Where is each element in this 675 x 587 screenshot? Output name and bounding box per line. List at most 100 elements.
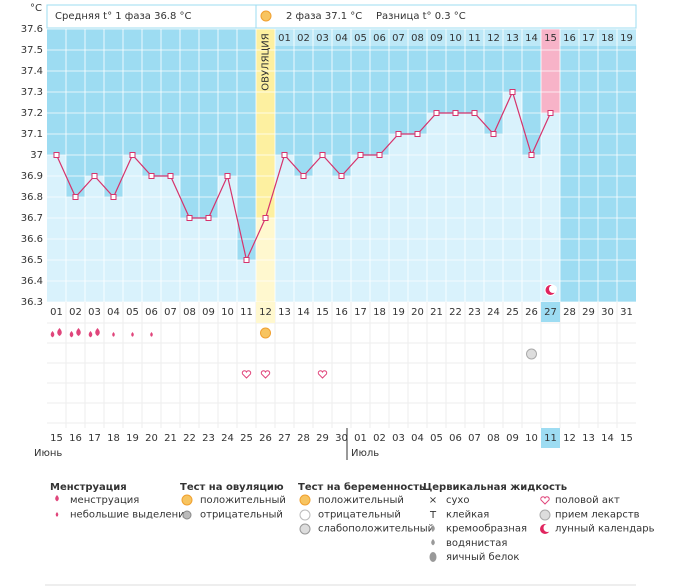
legend-item: сухо (446, 495, 469, 506)
temperature-point (300, 173, 307, 179)
drop-icon (431, 525, 435, 532)
date-label: 12 (563, 433, 576, 444)
date-label: 21 (164, 433, 177, 444)
y-tick-label: 36.3 (21, 297, 43, 308)
drop-icon (57, 328, 62, 336)
phase2-day: 13 (506, 33, 519, 44)
ovulation-label: ОВУЛЯЦИЯ (261, 33, 272, 91)
date-label: 18 (107, 433, 120, 444)
phase2-day: 19 (620, 33, 633, 44)
date-label: 20 (145, 433, 158, 444)
phase1-average: Средняя t° 1 фаза 36.8 °C (55, 11, 192, 22)
phase2-day: 10 (449, 33, 462, 44)
date-label: 27 (278, 433, 291, 444)
cycle-day: 22 (449, 307, 462, 318)
legend-item: прием лекарств (555, 509, 640, 520)
temperature-bar (351, 155, 370, 302)
phase2-day: 03 (316, 33, 329, 44)
cycle-day: 31 (620, 307, 633, 318)
header-box (46, 4, 637, 29)
cycle-day: 05 (126, 307, 139, 318)
month-label: Июнь (34, 448, 62, 459)
date-label: 13 (582, 433, 595, 444)
cycle-day: 03 (88, 307, 101, 318)
cycle-day: 30 (601, 307, 614, 318)
phase2-day: 02 (297, 33, 310, 44)
temperature-point (490, 131, 497, 137)
cycle-day: 17 (354, 307, 367, 318)
heart-icon (260, 370, 271, 379)
cycle-day: 10 (221, 307, 234, 318)
temperature-point (452, 110, 459, 116)
legend-item: небольшие выделения (70, 509, 191, 520)
legend-item: слабоположительный (318, 524, 434, 535)
neg-icon (299, 509, 311, 521)
date-label: 09 (506, 433, 519, 444)
egg-icon (429, 552, 437, 562)
moon-icon (543, 524, 552, 532)
heart-icon (540, 496, 550, 505)
date-label: 07 (468, 433, 481, 444)
phase2-day: 14 (525, 33, 538, 44)
cycle-day: 15 (316, 307, 329, 318)
y-tick-label: 37.4 (21, 66, 43, 77)
heart-icon (317, 370, 328, 379)
temperature-point (395, 131, 402, 137)
phase2-day: 15 (544, 33, 557, 44)
neg-icon (182, 510, 192, 520)
temperature-point (414, 131, 421, 137)
date-label: 17 (88, 433, 101, 444)
temperature-bar (446, 113, 465, 302)
cycle-day: 20 (411, 307, 424, 318)
temperature-point (376, 152, 383, 158)
legend-item: водянистая (446, 538, 507, 549)
phase2-day: 06 (373, 33, 386, 44)
temperature-point (129, 152, 136, 158)
temperature-bar (123, 155, 142, 302)
date-label: 16 (69, 433, 82, 444)
cycle-day: 18 (373, 307, 386, 318)
legend-title: Тест на беременность (298, 481, 425, 493)
temperature-bar (313, 155, 332, 302)
date-label: 24 (221, 433, 234, 444)
legend-title: Менструация (50, 482, 127, 493)
temperature-point (167, 173, 174, 179)
cycle-day: 16 (335, 307, 348, 318)
sticky-icon: Τ (429, 510, 437, 521)
temperature-bar (522, 155, 541, 302)
date-label: 08 (487, 433, 500, 444)
date-label: 06 (449, 433, 462, 444)
temperature-point (281, 152, 288, 158)
date-label: 25 (240, 433, 253, 444)
temperature-point (243, 257, 250, 263)
cycle-day: 23 (468, 307, 481, 318)
phase2-day: 09 (430, 33, 443, 44)
month-label: Июль (351, 448, 379, 459)
drop-icon (431, 539, 435, 546)
phase2-day: 16 (563, 33, 576, 44)
date-label: 23 (202, 433, 215, 444)
date-label: 26 (259, 433, 272, 444)
legend-item: клейкая (446, 509, 489, 520)
temperature-bar (47, 155, 66, 302)
temperature-bar (370, 155, 389, 302)
cycle-day: 13 (278, 307, 291, 318)
today-day-box (541, 302, 560, 322)
date-label: 29 (316, 433, 329, 444)
sun-icon (299, 494, 311, 506)
temperature-point (338, 173, 345, 179)
drop-icon (50, 331, 55, 338)
y-unit: °C (30, 3, 42, 14)
cycle-day: 25 (506, 307, 519, 318)
temperature-difference: Разница t° 0.3 °C (376, 11, 466, 22)
legend-item: кремообразная (446, 524, 527, 535)
y-tick-label: 37 (30, 150, 43, 161)
cycle-day: 01 (50, 307, 63, 318)
temperature-point (547, 110, 554, 116)
temperature-point (91, 173, 98, 179)
sun-icon (260, 327, 271, 339)
phase2-day: 05 (354, 33, 367, 44)
legend-item: менструация (70, 495, 139, 506)
legend-item: отрицательный (318, 509, 401, 520)
